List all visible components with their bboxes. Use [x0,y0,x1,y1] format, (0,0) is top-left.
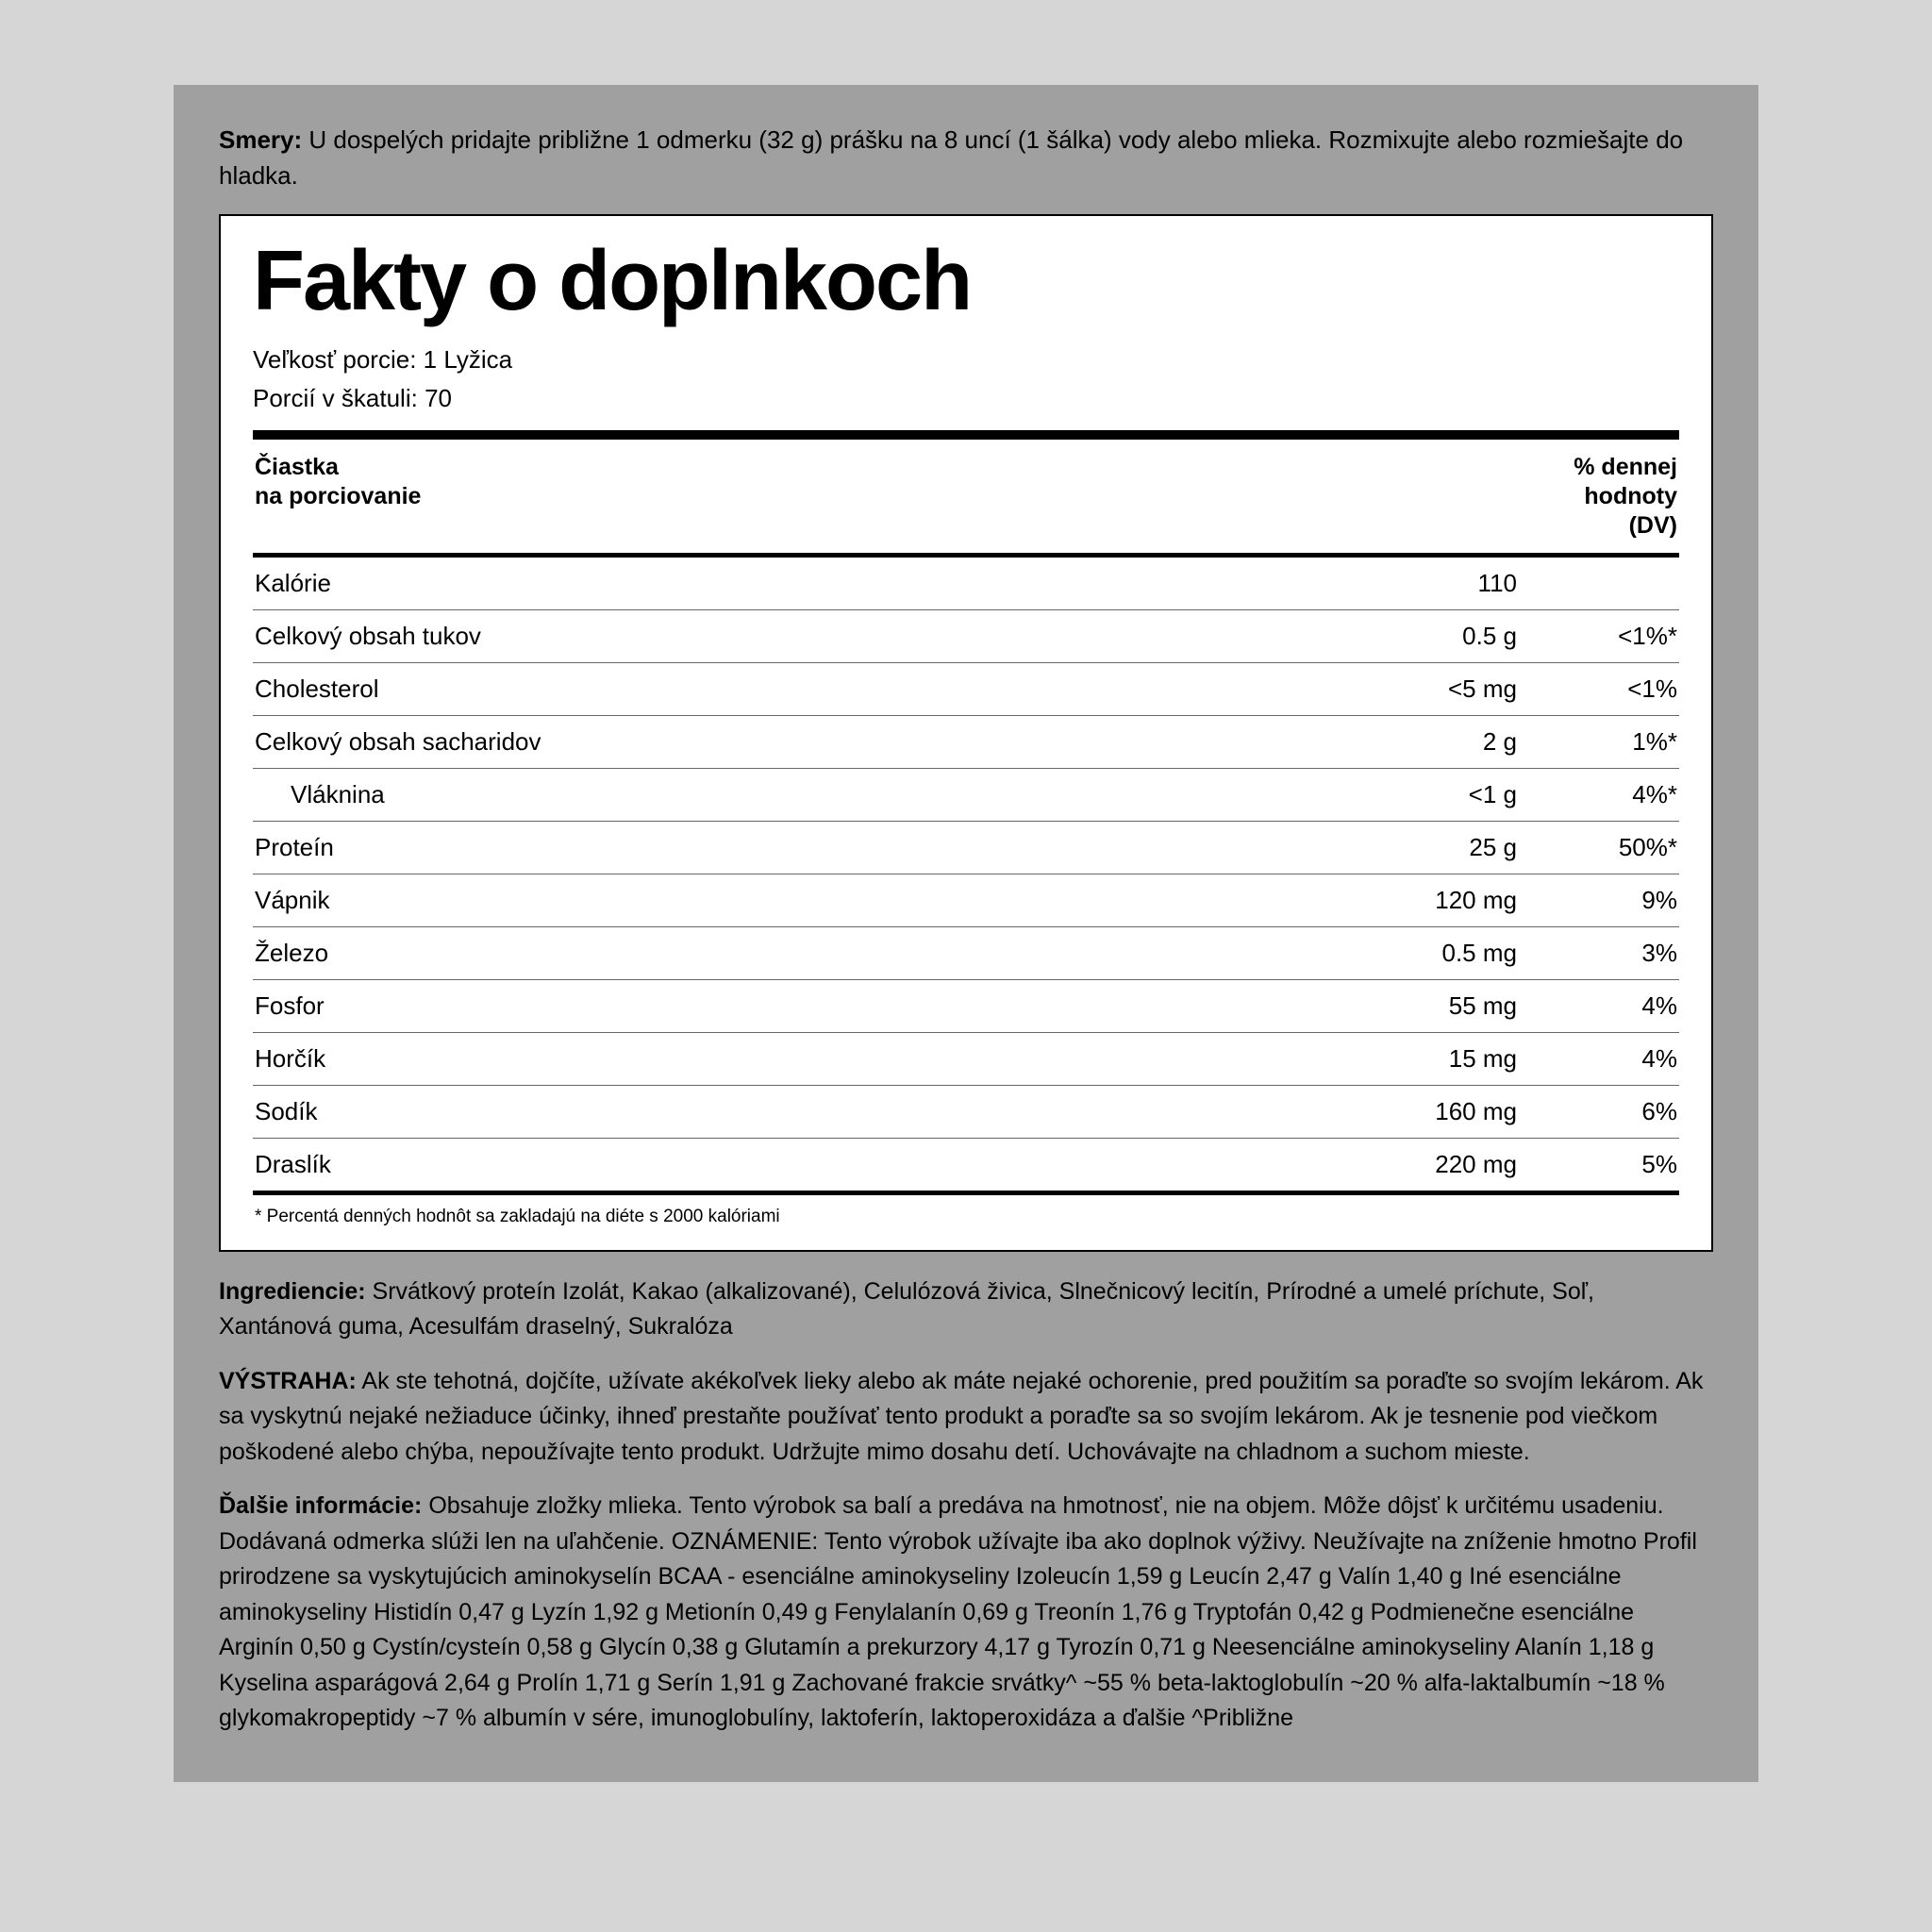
nutrient-name: Vláknina [253,768,1330,821]
nutrients-table: Kalórie110Celkový obsah tukov0.5 g<1%*Ch… [253,558,1679,1191]
nutrient-amount: 120 mg [1330,874,1519,926]
nutrient-dv: <1% [1519,662,1679,715]
rule [253,430,1679,440]
nutrient-amount: 25 g [1330,821,1519,874]
other-info: Ďalšie informácie: Obsahuje zložky mliek… [219,1489,1713,1737]
nutrient-name: Kalórie [253,558,1330,610]
ingredients: Ingrediencie: Srvátkový proteín Izolát, … [219,1274,1713,1345]
nutrient-amount: 0.5 mg [1330,926,1519,979]
warning-text: Ak ste tehotná, dojčíte, užívate akékoľv… [219,1368,1703,1465]
nutrient-name: Proteín [253,821,1330,874]
nutrient-amount: 160 mg [1330,1085,1519,1138]
nutrient-row: Celkový obsah tukov0.5 g<1%* [253,609,1679,662]
nutrient-name: Fosfor [253,979,1330,1032]
header-dv-l1: % dennej [1574,453,1677,482]
ingredients-label: Ingrediencie: [219,1278,366,1305]
servings-value: 70 [425,384,452,412]
servings-label: Porcií v škatuli: [253,384,418,412]
nutrient-amount: 0.5 g [1330,609,1519,662]
directions: Smery: U dospelých pridajte približne 1 … [219,123,1713,193]
supplement-facts-box: Fakty o doplnkoch Veľkosť porcie: 1 Lyži… [219,214,1713,1251]
directions-text: U dospelých pridajte približne 1 odmerku… [219,125,1683,190]
other-label: Ďalšie informácie: [219,1492,422,1519]
nutrient-amount: 55 mg [1330,979,1519,1032]
table-header: Čiastka na porciovanie % dennej hodnoty … [253,440,1679,553]
nutrient-amount: 220 mg [1330,1138,1519,1191]
nutrient-dv: 1%* [1519,715,1679,768]
serving-size-value: 1 Lyžica [424,345,512,374]
header-dv-l3: (DV) [1574,511,1677,541]
nutrient-name: Draslík [253,1138,1330,1191]
nutrient-name: Cholesterol [253,662,1330,715]
nutrient-amount: <5 mg [1330,662,1519,715]
nutrient-row: Sodík160 mg6% [253,1085,1679,1138]
warning-label: VÝSTRAHA: [219,1368,357,1394]
nutrient-row: Horčík15 mg4% [253,1032,1679,1085]
nutrient-name: Celkový obsah sacharidov [253,715,1330,768]
facts-title: Fakty o doplnkoch [253,239,1679,324]
nutrient-row: Vláknina<1 g4%* [253,768,1679,821]
nutrient-dv: 6% [1519,1085,1679,1138]
nutrient-dv: 4% [1519,979,1679,1032]
warning: VÝSTRAHA: Ak ste tehotná, dojčíte, užíva… [219,1364,1713,1471]
nutrient-name: Celkový obsah tukov [253,609,1330,662]
ingredients-text: Srvátkový proteín Izolát, Kakao (alkaliz… [219,1278,1594,1341]
supplement-panel: Smery: U dospelých pridajte približne 1 … [174,85,1758,1782]
nutrient-row: Vápnik120 mg9% [253,874,1679,926]
serving-size-label: Veľkosť porcie: [253,345,416,374]
nutrient-row: Proteín25 g50%* [253,821,1679,874]
nutrient-dv: 4%* [1519,768,1679,821]
directions-label: Smery: [219,125,302,154]
nutrient-amount: 2 g [1330,715,1519,768]
nutrient-row: Železo0.5 mg3% [253,926,1679,979]
nutrient-dv: 3% [1519,926,1679,979]
nutrient-amount: 15 mg [1330,1032,1519,1085]
nutrient-row: Cholesterol<5 mg<1% [253,662,1679,715]
dv-footnote: * Percentá denných hodnôt sa zakladajú n… [253,1195,1679,1233]
nutrient-dv: 9% [1519,874,1679,926]
header-amount-l1: Čiastka [255,453,421,482]
nutrient-dv: 50%* [1519,821,1679,874]
nutrient-row: Kalórie110 [253,558,1679,610]
nutrient-amount: <1 g [1330,768,1519,821]
nutrient-dv: 4% [1519,1032,1679,1085]
nutrient-amount: 110 [1330,558,1519,610]
nutrient-row: Draslík220 mg5% [253,1138,1679,1191]
nutrient-dv: <1%* [1519,609,1679,662]
nutrient-name: Vápnik [253,874,1330,926]
nutrient-dv: 5% [1519,1138,1679,1191]
other-text: Obsahuje zložky mlieka. Tento výrobok sa… [219,1492,1697,1731]
nutrient-name: Horčík [253,1032,1330,1085]
nutrient-row: Fosfor55 mg4% [253,979,1679,1032]
nutrient-name: Sodík [253,1085,1330,1138]
nutrient-row: Celkový obsah sacharidov2 g1%* [253,715,1679,768]
header-amount-l2: na porciovanie [255,482,421,511]
nutrient-name: Železo [253,926,1330,979]
serving-info: Veľkosť porcie: 1 Lyžica Porcií v škatul… [253,341,1679,417]
nutrient-dv [1519,558,1679,610]
header-dv-l2: hodnoty [1574,482,1677,511]
